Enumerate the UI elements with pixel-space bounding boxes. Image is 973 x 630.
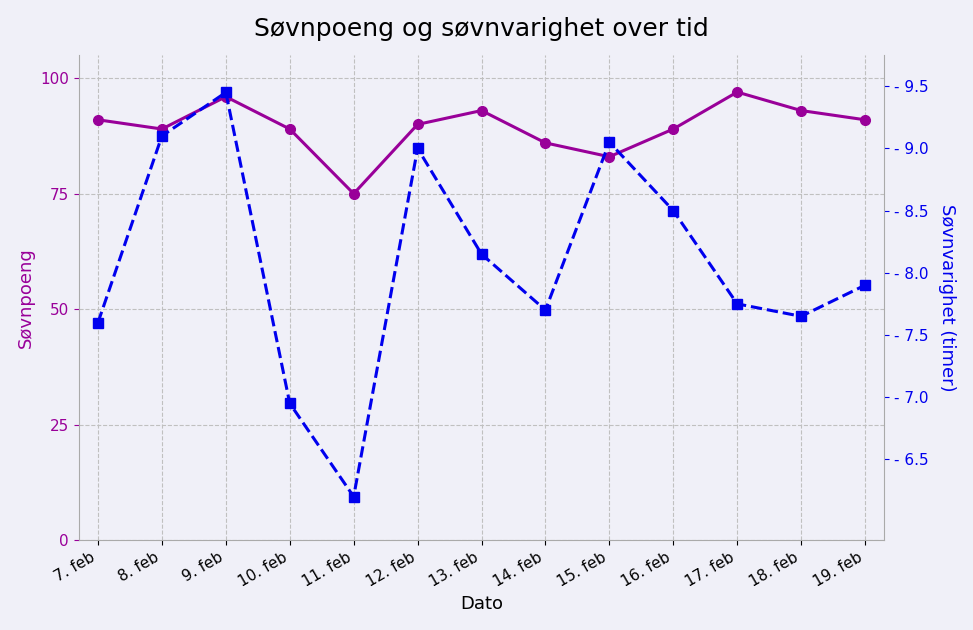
X-axis label: Dato: Dato — [460, 595, 503, 614]
Title: Søvnpoeng og søvnvarighet over tid: Søvnpoeng og søvnvarighet over tid — [254, 16, 709, 41]
Y-axis label: Søvnpoeng: Søvnpoeng — [17, 248, 35, 348]
Y-axis label: Søvnvarighet (timer): Søvnvarighet (timer) — [938, 204, 956, 391]
